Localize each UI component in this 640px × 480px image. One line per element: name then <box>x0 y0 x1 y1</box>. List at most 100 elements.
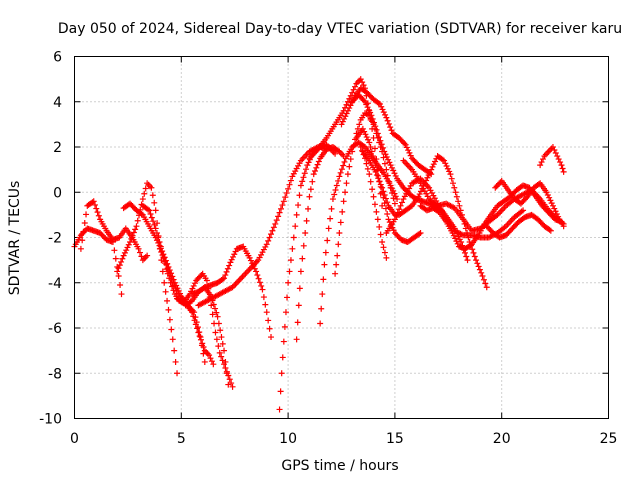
data-point <box>209 311 216 318</box>
data-point <box>115 265 122 272</box>
data-point <box>380 154 387 161</box>
data-point <box>547 197 554 204</box>
series-arc-9 <box>195 141 339 309</box>
y-tick-label: -8 <box>48 366 62 382</box>
y-tick-label: 6 <box>53 50 62 66</box>
data-point <box>224 265 231 272</box>
x-axis-label: GPS time / hours <box>281 458 398 474</box>
data-point <box>453 238 460 245</box>
data-point <box>312 167 319 174</box>
data-point <box>263 309 270 316</box>
data-point <box>548 200 555 207</box>
data-point <box>327 215 334 222</box>
data-point <box>381 148 388 155</box>
data-point <box>555 213 562 220</box>
data-point <box>153 229 160 236</box>
data-point <box>383 114 390 121</box>
data-point <box>144 206 151 213</box>
series-arc-18 <box>357 144 390 261</box>
data-point <box>370 153 377 160</box>
data-point <box>359 79 366 86</box>
data-point <box>147 210 154 217</box>
data-point <box>285 279 292 286</box>
data-point <box>118 291 125 298</box>
data-point <box>150 218 157 225</box>
data-point <box>432 158 439 165</box>
data-point <box>265 237 272 244</box>
data-point <box>227 259 234 266</box>
data-point <box>392 172 399 179</box>
data-point <box>383 153 390 160</box>
data-point <box>221 347 228 354</box>
data-point <box>156 239 163 246</box>
data-point <box>295 302 302 309</box>
data-point <box>479 272 486 279</box>
data-point <box>455 198 462 205</box>
data-point <box>174 370 181 377</box>
data-point <box>388 127 395 134</box>
series-arc-22 <box>417 182 565 252</box>
data-point <box>416 191 423 198</box>
data-point <box>394 209 401 216</box>
series-arc-19 <box>359 148 490 291</box>
data-point <box>283 190 290 197</box>
data-points <box>71 76 567 413</box>
series-arc-8 <box>188 243 275 341</box>
data-point <box>296 285 303 292</box>
data-point <box>162 258 169 265</box>
data-point <box>452 235 459 242</box>
series-arc-23 <box>492 177 567 230</box>
data-point <box>328 205 335 212</box>
data-point <box>546 226 553 233</box>
data-point <box>381 191 388 198</box>
data-point <box>277 388 284 395</box>
data-point <box>226 262 233 269</box>
data-point <box>303 217 310 224</box>
data-point <box>403 144 410 151</box>
data-point <box>374 216 381 223</box>
data-point <box>198 272 205 279</box>
data-point <box>375 100 382 107</box>
data-point <box>300 174 307 181</box>
data-point <box>130 229 137 236</box>
data-point <box>159 268 166 275</box>
data-point <box>347 102 354 109</box>
data-point <box>295 202 302 209</box>
data-point <box>343 101 350 108</box>
data-point <box>215 343 222 350</box>
data-point <box>195 329 202 336</box>
data-point <box>406 149 413 156</box>
data-point <box>473 257 480 264</box>
data-point <box>344 171 351 178</box>
data-point <box>280 338 287 345</box>
data-point <box>171 282 178 289</box>
data-point <box>401 140 408 147</box>
data-point <box>313 164 320 171</box>
data-point <box>129 232 136 239</box>
data-point <box>451 184 458 191</box>
data-point <box>454 240 461 247</box>
data-point <box>287 257 294 264</box>
data-point <box>139 196 146 203</box>
data-point <box>141 190 148 197</box>
data-point <box>376 101 383 108</box>
data-point <box>287 177 294 184</box>
data-point <box>380 188 387 195</box>
data-point <box>416 230 423 237</box>
data-point <box>80 228 87 235</box>
data-point <box>520 207 527 214</box>
data-point <box>203 277 210 284</box>
data-point <box>483 284 490 291</box>
data-point <box>270 224 277 231</box>
data-point <box>342 113 349 120</box>
data-point <box>370 193 377 200</box>
data-point <box>265 317 272 324</box>
data-point <box>339 208 346 215</box>
data-point <box>381 160 388 167</box>
data-point <box>337 169 344 176</box>
data-point <box>148 184 155 191</box>
data-point <box>407 152 414 159</box>
data-point <box>372 123 379 130</box>
data-point <box>361 128 368 135</box>
data-point <box>208 302 215 309</box>
